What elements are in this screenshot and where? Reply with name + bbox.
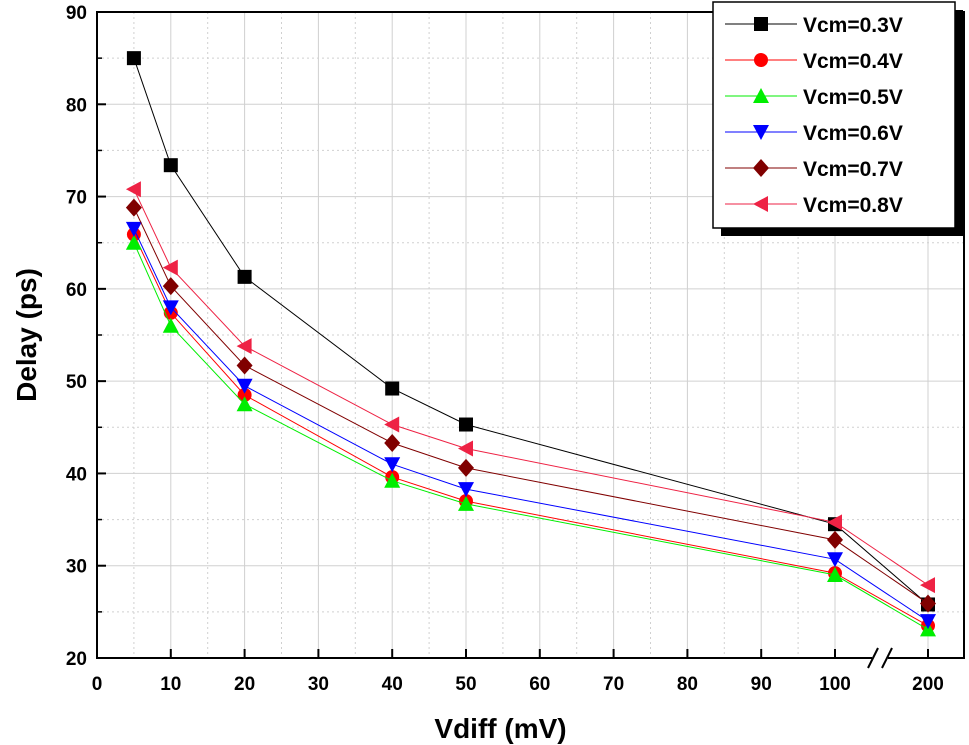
- data-point: [162, 317, 179, 333]
- series-Vcm=0.8V: [125, 181, 935, 594]
- data-point: [384, 472, 401, 488]
- axis-break-gap: [872, 646, 888, 670]
- data-point: [125, 181, 141, 198]
- data-point: [125, 221, 142, 237]
- legend-label: Vcm=0.4V: [803, 50, 903, 73]
- legend-marker: [753, 196, 768, 212]
- x-tick-label: 200: [912, 674, 944, 695]
- legend-label: Vcm=0.5V: [803, 86, 903, 109]
- legend-label: Vcm=0.6V: [803, 122, 903, 145]
- data-point: [385, 381, 400, 396]
- x-tick-label: 40: [382, 674, 403, 695]
- y-tick-label: 70: [66, 188, 87, 209]
- y-tick-label: 40: [66, 464, 87, 485]
- data-point: [384, 457, 401, 473]
- data-point: [236, 338, 252, 355]
- data-point: [827, 566, 843, 582]
- legend-marker: [754, 53, 768, 67]
- legend-item: Vcm=0.3V: [725, 14, 903, 37]
- data-point: [125, 198, 142, 217]
- x-tick-label: 80: [677, 674, 698, 695]
- data-point: [458, 440, 473, 457]
- legend-marker: [753, 159, 769, 177]
- data-point: [827, 552, 843, 568]
- data-point: [458, 495, 474, 511]
- series-Vcm=0.5V: [125, 234, 936, 637]
- y-axis-title: Delay (ps): [11, 268, 42, 402]
- axis-break-mark: [867, 647, 879, 669]
- x-tick-label: 90: [751, 674, 772, 695]
- data-point: [920, 594, 936, 613]
- data-point: [459, 417, 473, 432]
- data-point: [236, 396, 253, 412]
- data-point: [920, 614, 936, 630]
- y-tick-label: 50: [66, 372, 87, 393]
- data-point: [827, 514, 842, 531]
- data-point: [125, 234, 142, 250]
- x-tick-label: 20: [234, 674, 255, 695]
- data-point: [458, 458, 474, 477]
- legend-marker: [753, 88, 769, 103]
- data-point: [236, 356, 253, 375]
- y-tick-label: 20: [66, 649, 87, 670]
- legend-item: Vcm=0.4V: [725, 50, 903, 73]
- legend-label: Vcm=0.8V: [803, 194, 903, 217]
- legend-item: Vcm=0.5V: [725, 86, 903, 109]
- data-point: [237, 387, 252, 402]
- legend-marker: [753, 125, 769, 140]
- legend-item: Vcm=0.8V: [725, 194, 903, 217]
- legend-item: Vcm=0.6V: [725, 122, 903, 145]
- x-tick-label: 0: [92, 674, 103, 695]
- y-tick-label: 80: [66, 95, 87, 116]
- legend-marker: [754, 17, 768, 31]
- data-point: [236, 378, 253, 394]
- x-tick-label: 70: [603, 674, 624, 695]
- legend-label: Vcm=0.3V: [803, 14, 903, 37]
- axis-break-mark: [881, 647, 893, 669]
- data-point: [126, 51, 141, 66]
- data-point: [458, 482, 474, 498]
- x-tick-label: 100: [819, 674, 851, 695]
- series-Vcm=0.7V: [125, 198, 936, 613]
- x-tick-label: 60: [529, 674, 550, 695]
- x-tick-label: 50: [455, 674, 476, 695]
- x-tick-label: 10: [160, 674, 181, 695]
- y-tick-label: 90: [66, 3, 87, 24]
- x-tick-label: 30: [308, 674, 329, 695]
- data-point: [920, 577, 935, 594]
- data-point: [162, 259, 178, 276]
- data-point: [163, 158, 178, 173]
- y-tick-label: 30: [66, 557, 87, 578]
- data-point: [162, 300, 179, 316]
- data-point: [827, 530, 843, 549]
- legend-label: Vcm=0.7V: [803, 158, 903, 181]
- data-point: [237, 269, 252, 284]
- x-axis-title: Vdiff (mV): [434, 713, 566, 744]
- legend-box: [712, 1, 956, 229]
- series-Vcm=0.6V: [125, 221, 936, 630]
- y-tick-label: 60: [66, 280, 87, 301]
- legend-item: Vcm=0.7V: [725, 158, 903, 181]
- data-point: [384, 416, 400, 433]
- data-point: [384, 433, 401, 452]
- data-point: [162, 277, 179, 296]
